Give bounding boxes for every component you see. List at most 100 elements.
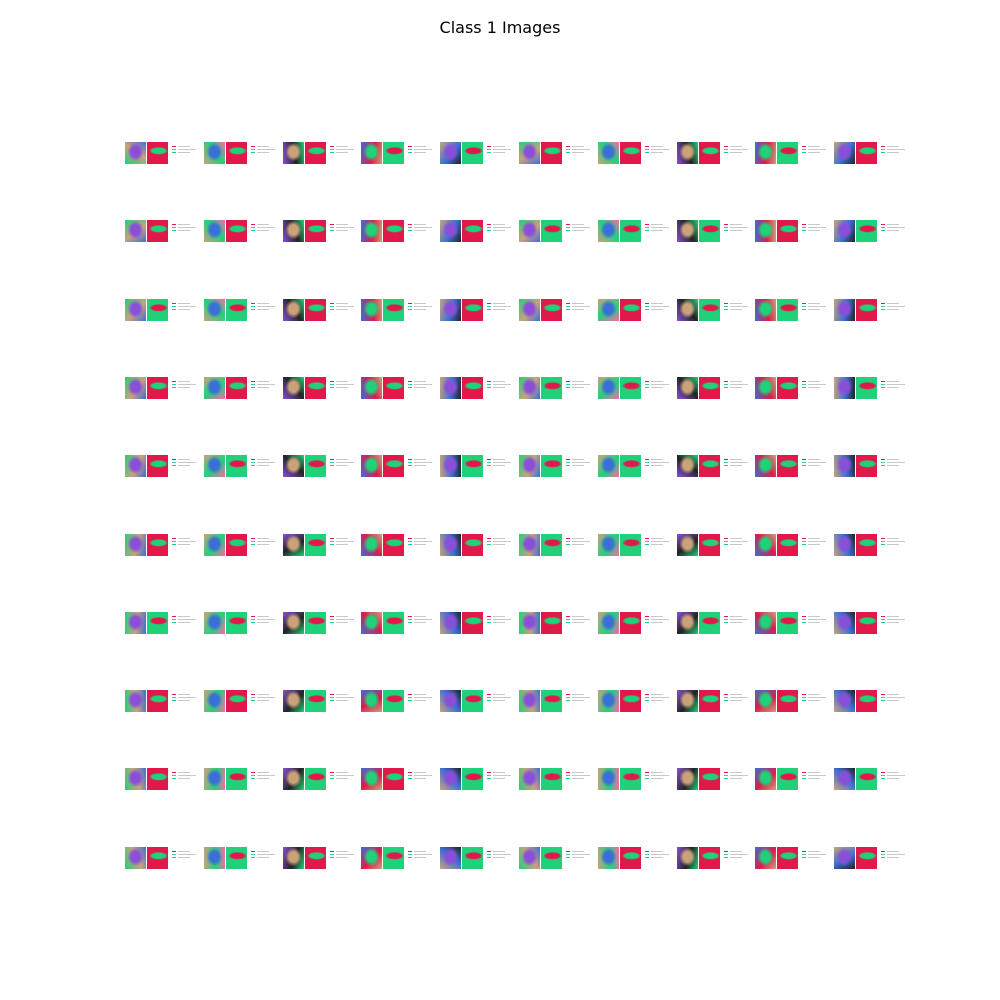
legend-swatch (487, 384, 491, 385)
image-tile (361, 534, 439, 556)
legend-text-line (887, 387, 899, 388)
face-image-panel (361, 690, 382, 712)
legend-swatch (251, 381, 255, 382)
legend-swatch (408, 465, 412, 466)
legend-swatch (724, 303, 728, 304)
legend-swatch (724, 775, 728, 776)
tile-legend (330, 379, 358, 391)
mask-map-panel (541, 847, 562, 869)
legend-text-line (651, 854, 669, 855)
face-image-panel (677, 690, 698, 712)
legend-swatch (802, 149, 806, 150)
mask-map-panel (147, 142, 168, 164)
image-tile (125, 768, 203, 790)
face-image-panel (440, 768, 461, 790)
legend-swatch (251, 541, 255, 542)
tile-legend (566, 614, 594, 626)
legend-text-line (808, 772, 820, 773)
legend-text-line (730, 381, 742, 382)
face-image-panel (519, 690, 540, 712)
face-image-panel (677, 534, 698, 556)
mask-map-panel (305, 299, 326, 321)
tile-legend (330, 614, 358, 626)
legend-text-line (808, 775, 826, 776)
legend-swatch (802, 462, 806, 463)
legend-text-line (257, 146, 269, 147)
tile-legend (566, 301, 594, 313)
legend-swatch (251, 622, 255, 623)
image-tile (361, 142, 439, 164)
legend-text-line (336, 230, 348, 231)
tile-legend (487, 457, 515, 469)
legend-swatch (566, 309, 570, 310)
legend-text-line (572, 384, 590, 385)
legend-text-line (493, 227, 511, 228)
legend-swatch (802, 694, 806, 695)
legend-swatch (802, 230, 806, 231)
legend-swatch (487, 700, 491, 701)
legend-swatch (724, 851, 728, 852)
mask-map-panel (777, 455, 798, 477)
tile-legend (645, 614, 673, 626)
image-tile (677, 612, 755, 634)
face-image-panel (677, 377, 698, 399)
legend-text-line (808, 462, 826, 463)
image-tile (125, 220, 203, 242)
legend-text-line (257, 538, 269, 539)
legend-text-line (336, 544, 348, 545)
mask-map-panel (226, 768, 247, 790)
face-image-panel (361, 847, 382, 869)
legend-swatch (566, 459, 570, 460)
legend-swatch (487, 149, 491, 150)
mask-map-panel (856, 377, 877, 399)
legend-text-line (493, 851, 505, 852)
image-tile (125, 455, 203, 477)
legend-swatch (724, 541, 728, 542)
image-tile (125, 299, 203, 321)
legend-swatch (487, 775, 491, 776)
mask-map-panel (856, 690, 877, 712)
legend-swatch (802, 697, 806, 698)
legend-swatch (881, 230, 885, 231)
legend-swatch (566, 303, 570, 304)
legend-swatch (881, 309, 885, 310)
face-image-panel (677, 299, 698, 321)
mask-map-panel (699, 377, 720, 399)
legend-swatch (408, 772, 412, 773)
mask-map-panel (777, 299, 798, 321)
face-image-panel (755, 377, 776, 399)
legend-swatch (408, 149, 412, 150)
image-tile (598, 690, 676, 712)
legend-swatch (645, 772, 649, 773)
mask-map-panel (620, 299, 641, 321)
image-tile (361, 847, 439, 869)
image-tile (755, 220, 833, 242)
legend-text-line (887, 778, 899, 779)
tile-legend (487, 849, 515, 861)
legend-swatch (408, 700, 412, 701)
image-tile (204, 455, 282, 477)
image-tile (598, 455, 676, 477)
legend-text-line (651, 616, 663, 617)
legend-swatch (251, 306, 255, 307)
image-tile (361, 768, 439, 790)
legend-text-line (651, 381, 663, 382)
legend-swatch (330, 465, 334, 466)
legend-swatch (881, 622, 885, 623)
legend-swatch (724, 309, 728, 310)
face-image-panel (834, 377, 855, 399)
legend-text-line (414, 465, 426, 466)
image-tile (440, 220, 518, 242)
legend-text-line (651, 775, 669, 776)
legend-swatch (330, 778, 334, 779)
tile-legend (172, 379, 200, 391)
legend-text-line (257, 303, 269, 304)
legend-swatch (881, 465, 885, 466)
legend-text-line (730, 465, 742, 466)
mask-map-panel (777, 377, 798, 399)
legend-swatch (487, 459, 491, 460)
legend-text-line (887, 149, 905, 150)
face-image-panel (440, 299, 461, 321)
image-tile (834, 377, 912, 399)
legend-swatch (330, 146, 334, 147)
